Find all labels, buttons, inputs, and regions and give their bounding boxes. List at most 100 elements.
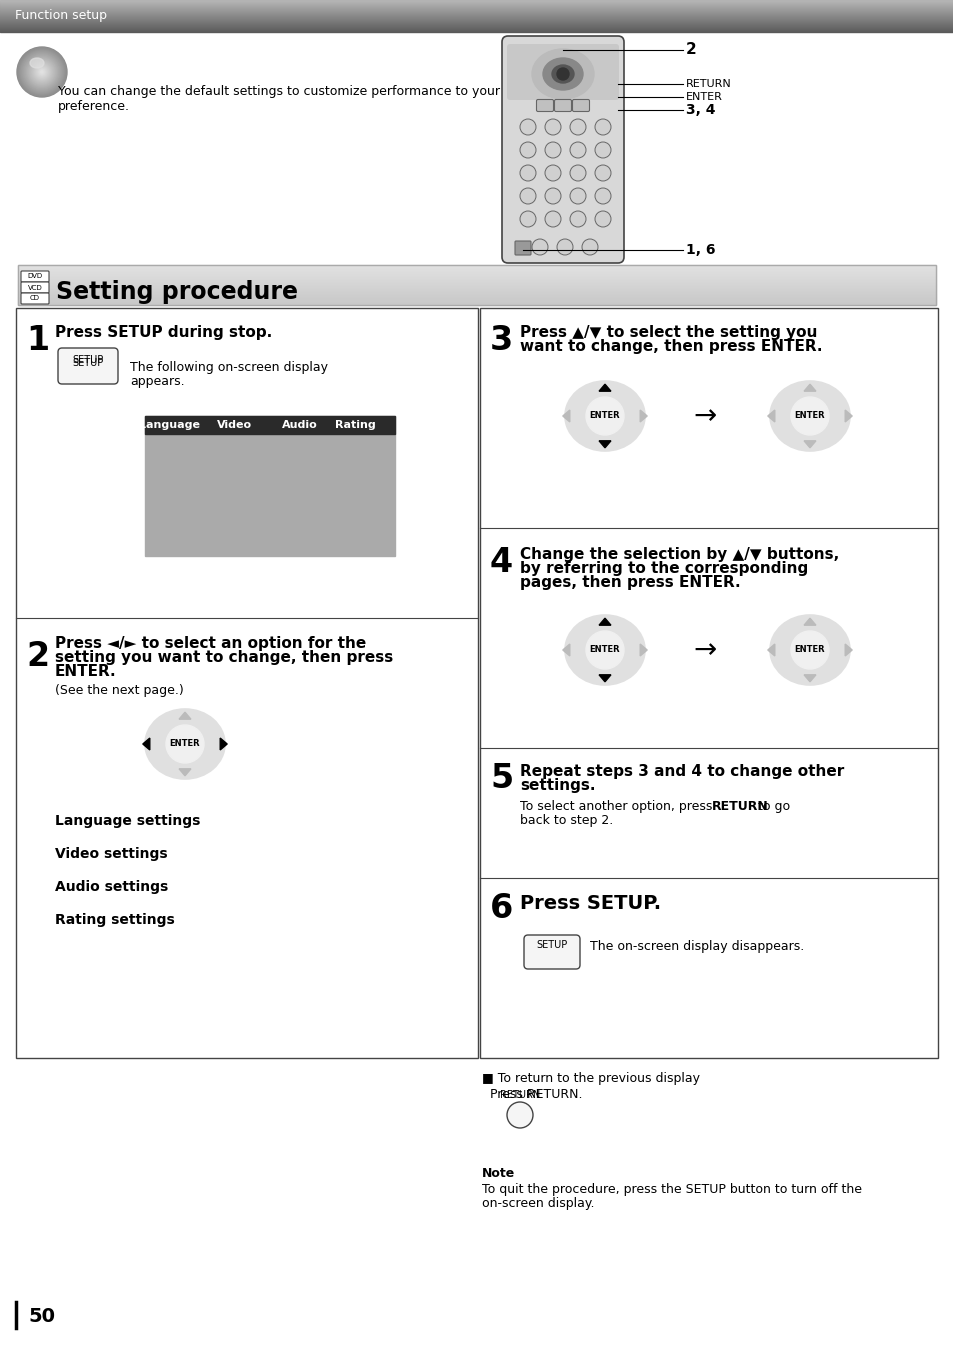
Circle shape bbox=[35, 65, 49, 80]
Circle shape bbox=[25, 55, 59, 89]
FancyBboxPatch shape bbox=[523, 936, 579, 969]
Text: ENTER: ENTER bbox=[685, 92, 722, 102]
Circle shape bbox=[519, 187, 536, 204]
Circle shape bbox=[19, 49, 65, 94]
Circle shape bbox=[544, 119, 560, 135]
Circle shape bbox=[33, 63, 51, 81]
Text: SETUP: SETUP bbox=[72, 355, 104, 365]
Polygon shape bbox=[767, 410, 774, 422]
Circle shape bbox=[569, 187, 585, 204]
Circle shape bbox=[32, 62, 52, 82]
Text: Video settings: Video settings bbox=[55, 847, 168, 861]
Circle shape bbox=[41, 71, 43, 73]
Text: Rating: Rating bbox=[335, 421, 375, 430]
Circle shape bbox=[569, 119, 585, 135]
Text: →: → bbox=[693, 636, 716, 665]
Circle shape bbox=[37, 67, 47, 77]
Text: ENTER: ENTER bbox=[589, 411, 619, 421]
Ellipse shape bbox=[542, 58, 582, 90]
Text: ■ To return to the previous display: ■ To return to the previous display bbox=[481, 1072, 700, 1085]
Text: settings.: settings. bbox=[519, 778, 595, 793]
Circle shape bbox=[557, 67, 568, 80]
Circle shape bbox=[557, 239, 573, 255]
Polygon shape bbox=[179, 712, 191, 720]
Polygon shape bbox=[803, 384, 815, 391]
Circle shape bbox=[595, 119, 610, 135]
Text: Rating settings: Rating settings bbox=[55, 913, 174, 927]
FancyBboxPatch shape bbox=[21, 271, 49, 282]
Text: 3: 3 bbox=[490, 324, 513, 356]
Circle shape bbox=[519, 119, 536, 135]
Circle shape bbox=[506, 1103, 533, 1128]
Polygon shape bbox=[803, 675, 815, 682]
Bar bbox=[18, 266, 935, 305]
Text: 5: 5 bbox=[490, 762, 513, 794]
Ellipse shape bbox=[769, 381, 849, 452]
Polygon shape bbox=[143, 739, 150, 749]
FancyBboxPatch shape bbox=[501, 36, 623, 263]
Circle shape bbox=[595, 142, 610, 158]
Text: RETURN: RETURN bbox=[711, 799, 768, 813]
Text: The following on-screen display: The following on-screen display bbox=[130, 361, 328, 373]
Text: 50: 50 bbox=[28, 1306, 55, 1325]
Circle shape bbox=[21, 51, 63, 93]
FancyBboxPatch shape bbox=[536, 100, 553, 112]
Circle shape bbox=[544, 187, 560, 204]
Text: ENTER: ENTER bbox=[794, 646, 824, 655]
FancyBboxPatch shape bbox=[21, 293, 49, 305]
Text: 4: 4 bbox=[490, 546, 513, 578]
Circle shape bbox=[569, 212, 585, 226]
Polygon shape bbox=[639, 410, 646, 422]
Polygon shape bbox=[639, 644, 646, 656]
Circle shape bbox=[166, 725, 204, 763]
Circle shape bbox=[569, 164, 585, 181]
Ellipse shape bbox=[552, 65, 574, 84]
Text: Press SETUP during stop.: Press SETUP during stop. bbox=[55, 325, 272, 340]
Circle shape bbox=[569, 142, 585, 158]
Circle shape bbox=[34, 63, 50, 80]
Polygon shape bbox=[220, 739, 227, 749]
Text: ENTER: ENTER bbox=[794, 411, 824, 421]
Circle shape bbox=[519, 212, 536, 226]
Circle shape bbox=[17, 47, 67, 97]
Text: To quit the procedure, press the SETUP button to turn off the: To quit the procedure, press the SETUP b… bbox=[481, 1184, 862, 1196]
Circle shape bbox=[39, 69, 45, 75]
Ellipse shape bbox=[145, 709, 225, 779]
Text: 2: 2 bbox=[26, 640, 49, 674]
Text: Video: Video bbox=[217, 421, 253, 430]
Text: To select another option, press: To select another option, press bbox=[519, 799, 716, 813]
Circle shape bbox=[23, 53, 61, 92]
Bar bbox=[479, 307, 937, 1058]
Circle shape bbox=[595, 187, 610, 204]
Polygon shape bbox=[844, 644, 851, 656]
Text: 1: 1 bbox=[26, 324, 49, 356]
Circle shape bbox=[790, 631, 828, 669]
Circle shape bbox=[40, 70, 44, 74]
Text: Press ◄/► to select an option for the: Press ◄/► to select an option for the bbox=[55, 636, 366, 651]
Polygon shape bbox=[598, 675, 610, 682]
Polygon shape bbox=[767, 644, 774, 656]
Text: RETURN: RETURN bbox=[499, 1091, 539, 1100]
Circle shape bbox=[29, 59, 55, 85]
FancyBboxPatch shape bbox=[58, 348, 118, 384]
Circle shape bbox=[38, 67, 46, 75]
Circle shape bbox=[585, 398, 623, 435]
Circle shape bbox=[595, 212, 610, 226]
Text: Language: Language bbox=[139, 421, 200, 430]
Text: Repeat steps 3 and 4 to change other: Repeat steps 3 and 4 to change other bbox=[519, 764, 843, 779]
Polygon shape bbox=[844, 410, 851, 422]
Text: appears.: appears. bbox=[130, 375, 185, 388]
Circle shape bbox=[519, 142, 536, 158]
Circle shape bbox=[544, 212, 560, 226]
Circle shape bbox=[26, 57, 58, 88]
FancyBboxPatch shape bbox=[21, 282, 49, 293]
Circle shape bbox=[544, 164, 560, 181]
Text: Note: Note bbox=[481, 1167, 515, 1180]
Text: to go: to go bbox=[753, 799, 789, 813]
Text: on-screen display.: on-screen display. bbox=[481, 1197, 594, 1211]
Polygon shape bbox=[562, 410, 569, 422]
Text: The on-screen display disappears.: The on-screen display disappears. bbox=[589, 940, 803, 953]
FancyBboxPatch shape bbox=[515, 241, 531, 255]
Polygon shape bbox=[179, 768, 191, 776]
Circle shape bbox=[595, 164, 610, 181]
